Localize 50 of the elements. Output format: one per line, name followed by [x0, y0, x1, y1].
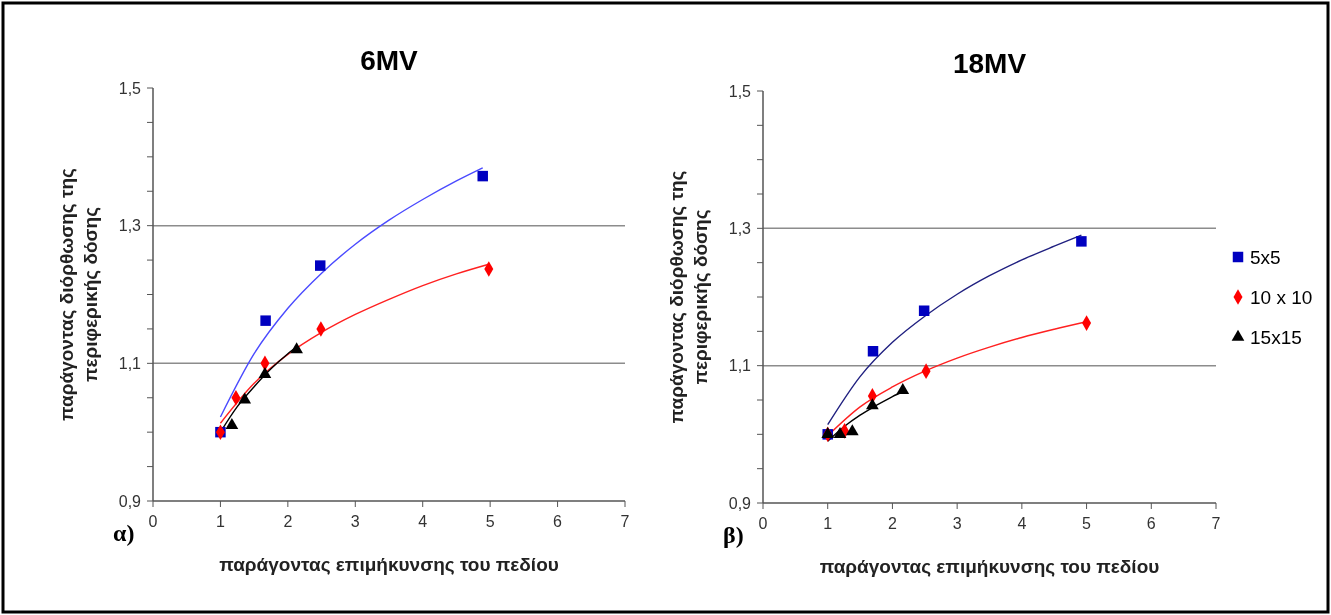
x-tick-label: 1: [215, 513, 225, 530]
line-series: [219, 167, 484, 418]
y-tick-label: 0,9: [728, 494, 752, 512]
y-tick-label: 1,3: [728, 219, 752, 237]
x-tick-label: 4: [1017, 515, 1027, 532]
y-tick-label: 1,5: [728, 82, 752, 100]
point: [290, 342, 303, 354]
y-tick-label: 0,9: [118, 492, 142, 510]
x-tick-label: 0: [758, 515, 768, 532]
x-tick-label: 6: [553, 513, 563, 530]
chart-title: 6MV: [360, 45, 419, 76]
legend-label: 5x5: [1250, 246, 1281, 268]
y-tick-label: 1,1: [728, 357, 752, 375]
y-axis-title: παράγοντας διόρθωσης της περιφερικής δόσης: [666, 170, 711, 424]
text: β): [723, 522, 744, 548]
x-axis-title: παράγοντας επιμήκυνσης του πεδίου: [819, 556, 1160, 577]
x-tick-label: 2: [283, 513, 293, 530]
x-tick-label: 3: [350, 513, 360, 530]
point: [833, 426, 847, 438]
x-tick-label: 4: [418, 513, 428, 530]
point: [258, 367, 272, 379]
x-axis-title: παράγοντας επιμήκυνσης του πεδίου: [219, 554, 559, 575]
y-tick-label: 1,1: [118, 354, 142, 372]
x-tick-label: 5: [485, 513, 495, 530]
x-tick-label: 0: [148, 513, 158, 530]
point: [238, 392, 252, 404]
legend-label: 15x15: [1250, 326, 1302, 348]
point: [1076, 236, 1087, 247]
chart-title: 18MV: [952, 48, 1027, 79]
point: [845, 424, 859, 436]
point: [260, 315, 271, 326]
x-tick-label: 2: [887, 515, 897, 532]
point: [867, 346, 879, 357]
point: [314, 260, 326, 271]
x-tick-label: 6: [1146, 515, 1156, 532]
x-tick-label: 1: [823, 515, 833, 532]
x-tick-label: 7: [620, 513, 630, 530]
y-tick-label: 1,3: [118, 217, 142, 235]
point: [225, 417, 239, 429]
text: α): [113, 520, 135, 546]
x-tick-label: 3: [952, 515, 962, 532]
point: [866, 398, 879, 410]
point: [918, 305, 930, 316]
point: [896, 383, 910, 395]
x-tick-label: 7: [1211, 515, 1221, 532]
y-tick-label: 1,5: [118, 79, 142, 97]
x-tick-label: 5: [1082, 515, 1092, 532]
legend-label: 10 x 10: [1250, 286, 1313, 308]
point: [477, 170, 488, 182]
y-axis-title: παράγοντας διόρθωσης της περιφερικής δόσης: [56, 167, 101, 421]
